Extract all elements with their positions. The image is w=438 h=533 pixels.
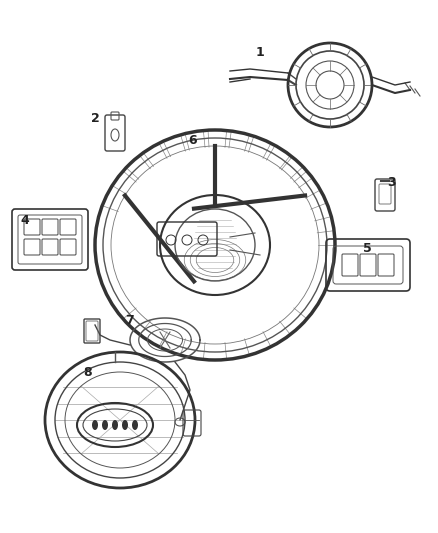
Ellipse shape bbox=[102, 420, 108, 430]
Text: 1: 1 bbox=[256, 45, 265, 59]
Text: 5: 5 bbox=[363, 241, 371, 254]
Ellipse shape bbox=[132, 420, 138, 430]
Text: 2: 2 bbox=[91, 111, 99, 125]
Text: 7: 7 bbox=[126, 313, 134, 327]
Ellipse shape bbox=[92, 420, 98, 430]
Text: 6: 6 bbox=[189, 133, 197, 147]
Text: 4: 4 bbox=[21, 214, 29, 227]
Ellipse shape bbox=[112, 420, 118, 430]
Ellipse shape bbox=[122, 420, 128, 430]
Text: 3: 3 bbox=[388, 176, 396, 190]
Text: 8: 8 bbox=[84, 367, 92, 379]
